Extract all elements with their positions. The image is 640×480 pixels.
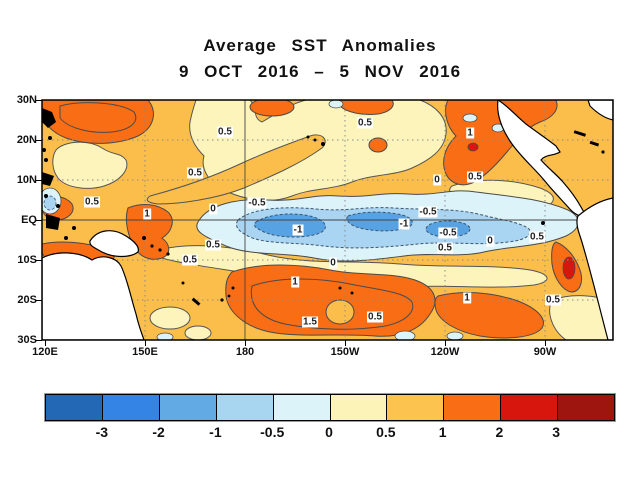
contour-value-label: 0.5 [437,242,453,254]
contour-value-label: 0 [329,257,337,269]
colorbar-tick-label: 2 [495,424,504,440]
contour-value-label: 0 [209,203,217,215]
australia [42,252,145,340]
contour-value-label: 0.5 [367,311,383,323]
contour-value-label: 0.5 [357,117,373,129]
lat-tick-label: 20N [16,134,37,146]
lon-tick-label: 150E [132,346,158,358]
contour-value-label: 0 [486,235,494,247]
colorbar [44,393,616,422]
contour-value-label: 0 [433,174,441,186]
hot-spots [467,142,576,280]
chart-subtitle-dates: 9 OCT 2016 – 5 NOV 2016 [178,62,462,81]
small-cool-patches [42,100,505,340]
lon-tick-label: 120E [32,346,58,358]
colorbar-segment [46,395,103,420]
lon-tick-label: 150W [330,346,360,358]
colorbar-segment [330,395,388,420]
lat-tick-mark [36,339,42,341]
lon-tick-label: 180 [235,346,255,358]
colorbar-segment [216,395,274,420]
lat-tick-mark [36,99,42,101]
contour-value-label: -1 [398,218,410,230]
colorbar-segment [501,395,559,420]
lat-tick-label: 10N [16,174,37,186]
lon-tick-mark [444,340,446,346]
contour-value-label: -0.5 [247,197,267,209]
inner-contour-lines [59,102,414,330]
contour-value-label: 0.5 [529,231,545,243]
lon-tick-label: 90W [533,346,557,358]
contour-value-label: 1 [463,292,471,304]
contour-value-label: -0.5 [438,227,458,239]
colorbar-tick-label: 1 [438,424,447,440]
landmasses [42,100,613,340]
contour-value-label: 1 [291,276,299,288]
lat-tick-label: 30N [16,94,37,106]
map-frame [41,99,614,341]
north-central-america [497,100,586,217]
lat-tick-mark [36,179,42,181]
colorbar-tick-label: -2 [152,424,165,440]
colorbar-tick-label: 0 [325,424,333,440]
lon-tick-label: 120W [430,346,460,358]
lat-tick-mark [36,219,42,221]
contour-value-label: 0.5 [84,196,100,208]
colorbar-tick-label: -1 [209,424,222,440]
contour-value-label: 0.5 [217,126,233,138]
contour-value-label: 1.5 [302,316,318,328]
colorbar-tick-label: 3 [552,424,561,440]
contour-value-label: 1 [466,127,474,139]
colorbar-segment [387,395,445,420]
lat-tick-label: 30S [17,334,37,346]
lat-tick-mark [36,139,42,141]
contour-value-label: 0.5 [467,171,483,183]
contour-value-label: 1 [143,208,151,220]
lat-tick-label: 10S [17,254,37,266]
contour-hole [325,299,355,325]
colorbar-segment [102,395,160,420]
lon-tick-mark [544,340,546,346]
contour-value-label: 0.5 [182,254,198,266]
lat-tick-label: EQ [21,214,37,226]
lon-tick-mark [244,340,246,346]
colorbar-tick-label: -3 [95,424,109,440]
warm-streak [146,134,326,205]
map-fill-layers [42,100,613,340]
contour-value-label: 0.5 [205,239,221,251]
colorbar-tick-label: -0.5 [260,424,285,440]
south-america [576,197,613,340]
lat-tick-mark [36,299,42,301]
islands [42,108,605,306]
contour-value-label: 0.5 [187,167,203,179]
contour-value-label: 0.5 [545,294,561,306]
lon-tick-mark [44,340,46,346]
colorbar-tick-label: 0.5 [376,424,396,440]
colorbar-segment [558,395,615,420]
contour-value-label: -1 [292,224,304,236]
colorbar-segment [273,395,331,420]
lon-tick-mark [144,340,146,346]
contour-value-label: -0.5 [418,206,438,218]
lat-tick-label: 20S [17,294,37,306]
lon-tick-mark [344,340,346,346]
lat-tick-mark [36,259,42,261]
colorbar-segment [444,395,502,420]
new-guinea [89,230,139,258]
chart-title: Average SST Anomalies [203,36,437,55]
colorbar-segment [159,395,217,420]
